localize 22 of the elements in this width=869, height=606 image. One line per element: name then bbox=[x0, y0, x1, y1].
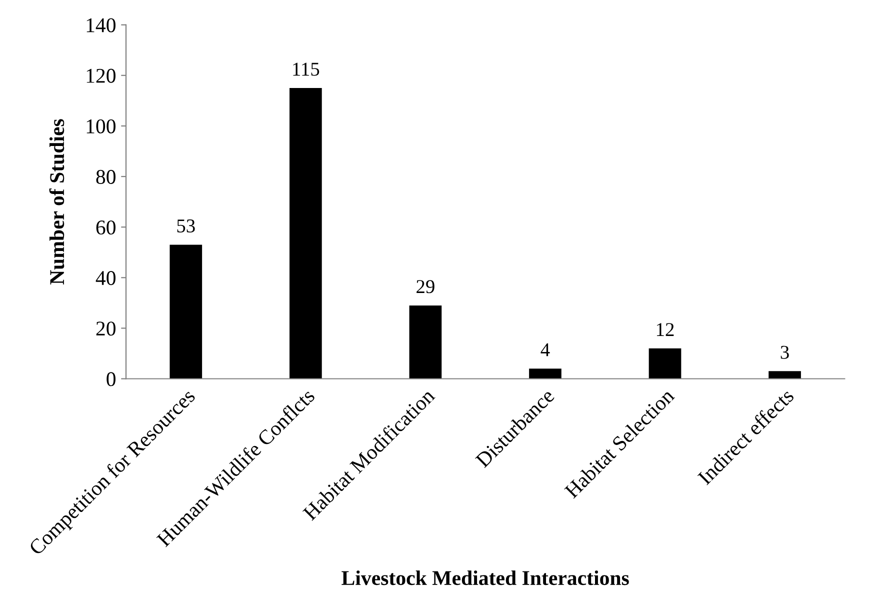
data-label: 3 bbox=[780, 346, 789, 359]
y-tick-label: 140 bbox=[86, 18, 116, 32]
x-axis-title: Livestock Mediated Interactions bbox=[342, 570, 629, 586]
y-tick-label: 0 bbox=[106, 372, 116, 386]
y-tick-label: 120 bbox=[86, 68, 116, 83]
bar bbox=[290, 88, 322, 379]
data-label: 29 bbox=[416, 280, 434, 294]
data-label: 4 bbox=[540, 343, 550, 356]
y-tick-label: 100 bbox=[86, 119, 116, 134]
data-label: 53 bbox=[177, 219, 195, 232]
bar bbox=[409, 305, 442, 379]
bar bbox=[768, 371, 801, 379]
y-tick-label: 40 bbox=[96, 271, 116, 286]
data-label: 115 bbox=[293, 62, 320, 76]
y-tick-label: 80 bbox=[96, 170, 116, 184]
bar bbox=[170, 244, 202, 379]
bar bbox=[648, 348, 682, 379]
y-tick-label: 60 bbox=[96, 220, 116, 235]
y-axis-title: Number of Studies bbox=[49, 119, 64, 285]
data-label: 12 bbox=[656, 323, 674, 336]
y-tick-label: 20 bbox=[96, 322, 116, 336]
bar bbox=[529, 368, 562, 379]
